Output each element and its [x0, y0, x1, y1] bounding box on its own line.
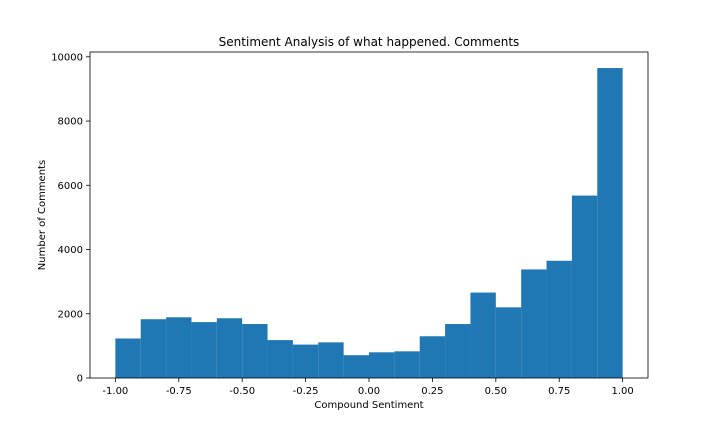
- y-axis-label: Number of Comments: [37, 160, 48, 270]
- y-tick-label: 8000: [58, 117, 83, 128]
- histogram-bar: [470, 292, 496, 378]
- x-tick-label: 0.25: [421, 386, 443, 397]
- y-tick-label: 10000: [51, 52, 83, 63]
- histogram-bar: [292, 344, 319, 378]
- histogram-bar: [267, 340, 293, 378]
- histogram-bar: [115, 338, 141, 378]
- x-tick-label: -0.25: [293, 386, 319, 397]
- histogram-bar: [242, 324, 268, 378]
- x-tick-label: 1.00: [612, 386, 634, 397]
- histogram-bar: [571, 195, 598, 378]
- x-tick-label: -0.50: [229, 386, 255, 397]
- histogram-bar: [445, 324, 471, 378]
- histogram-bar: [140, 319, 167, 378]
- x-tick-label: 0.50: [485, 386, 507, 397]
- histogram-bar: [166, 317, 192, 378]
- y-tick-label: 0: [77, 374, 83, 385]
- x-tick-label: 0.75: [548, 386, 570, 397]
- y-tick-label: 6000: [58, 181, 83, 192]
- x-axis: -1.00 -0.75 -0.50 -0.25 0.00 0.25 0.50 0.75 1.00: [102, 378, 634, 397]
- x-tick-label: -1.00: [102, 386, 128, 397]
- histogram-bar: [394, 351, 420, 378]
- x-tick-label: 0.00: [358, 386, 380, 397]
- y-tick-label: 4000: [58, 245, 83, 256]
- bars-group: [115, 68, 623, 378]
- y-axis: 0 2000 4000 6000 8000 10000: [51, 52, 90, 385]
- histogram-bar: [495, 307, 522, 378]
- histogram-bar: [597, 68, 623, 378]
- x-axis-label: Compound Sentiment: [314, 400, 423, 411]
- histogram-bar: [521, 269, 547, 378]
- histogram-bar: [546, 260, 572, 378]
- histogram-bar: [216, 318, 243, 378]
- y-tick-label: 2000: [58, 309, 83, 320]
- histogram-bar: [191, 322, 217, 378]
- x-tick-label: -0.75: [166, 386, 192, 397]
- chart-title: Sentiment Analysis of what happened. Com…: [219, 35, 520, 49]
- histogram-bar: [369, 352, 395, 378]
- histogram-bar: [318, 342, 344, 378]
- histogram-bar: [419, 336, 446, 378]
- histogram-bar: [343, 355, 369, 378]
